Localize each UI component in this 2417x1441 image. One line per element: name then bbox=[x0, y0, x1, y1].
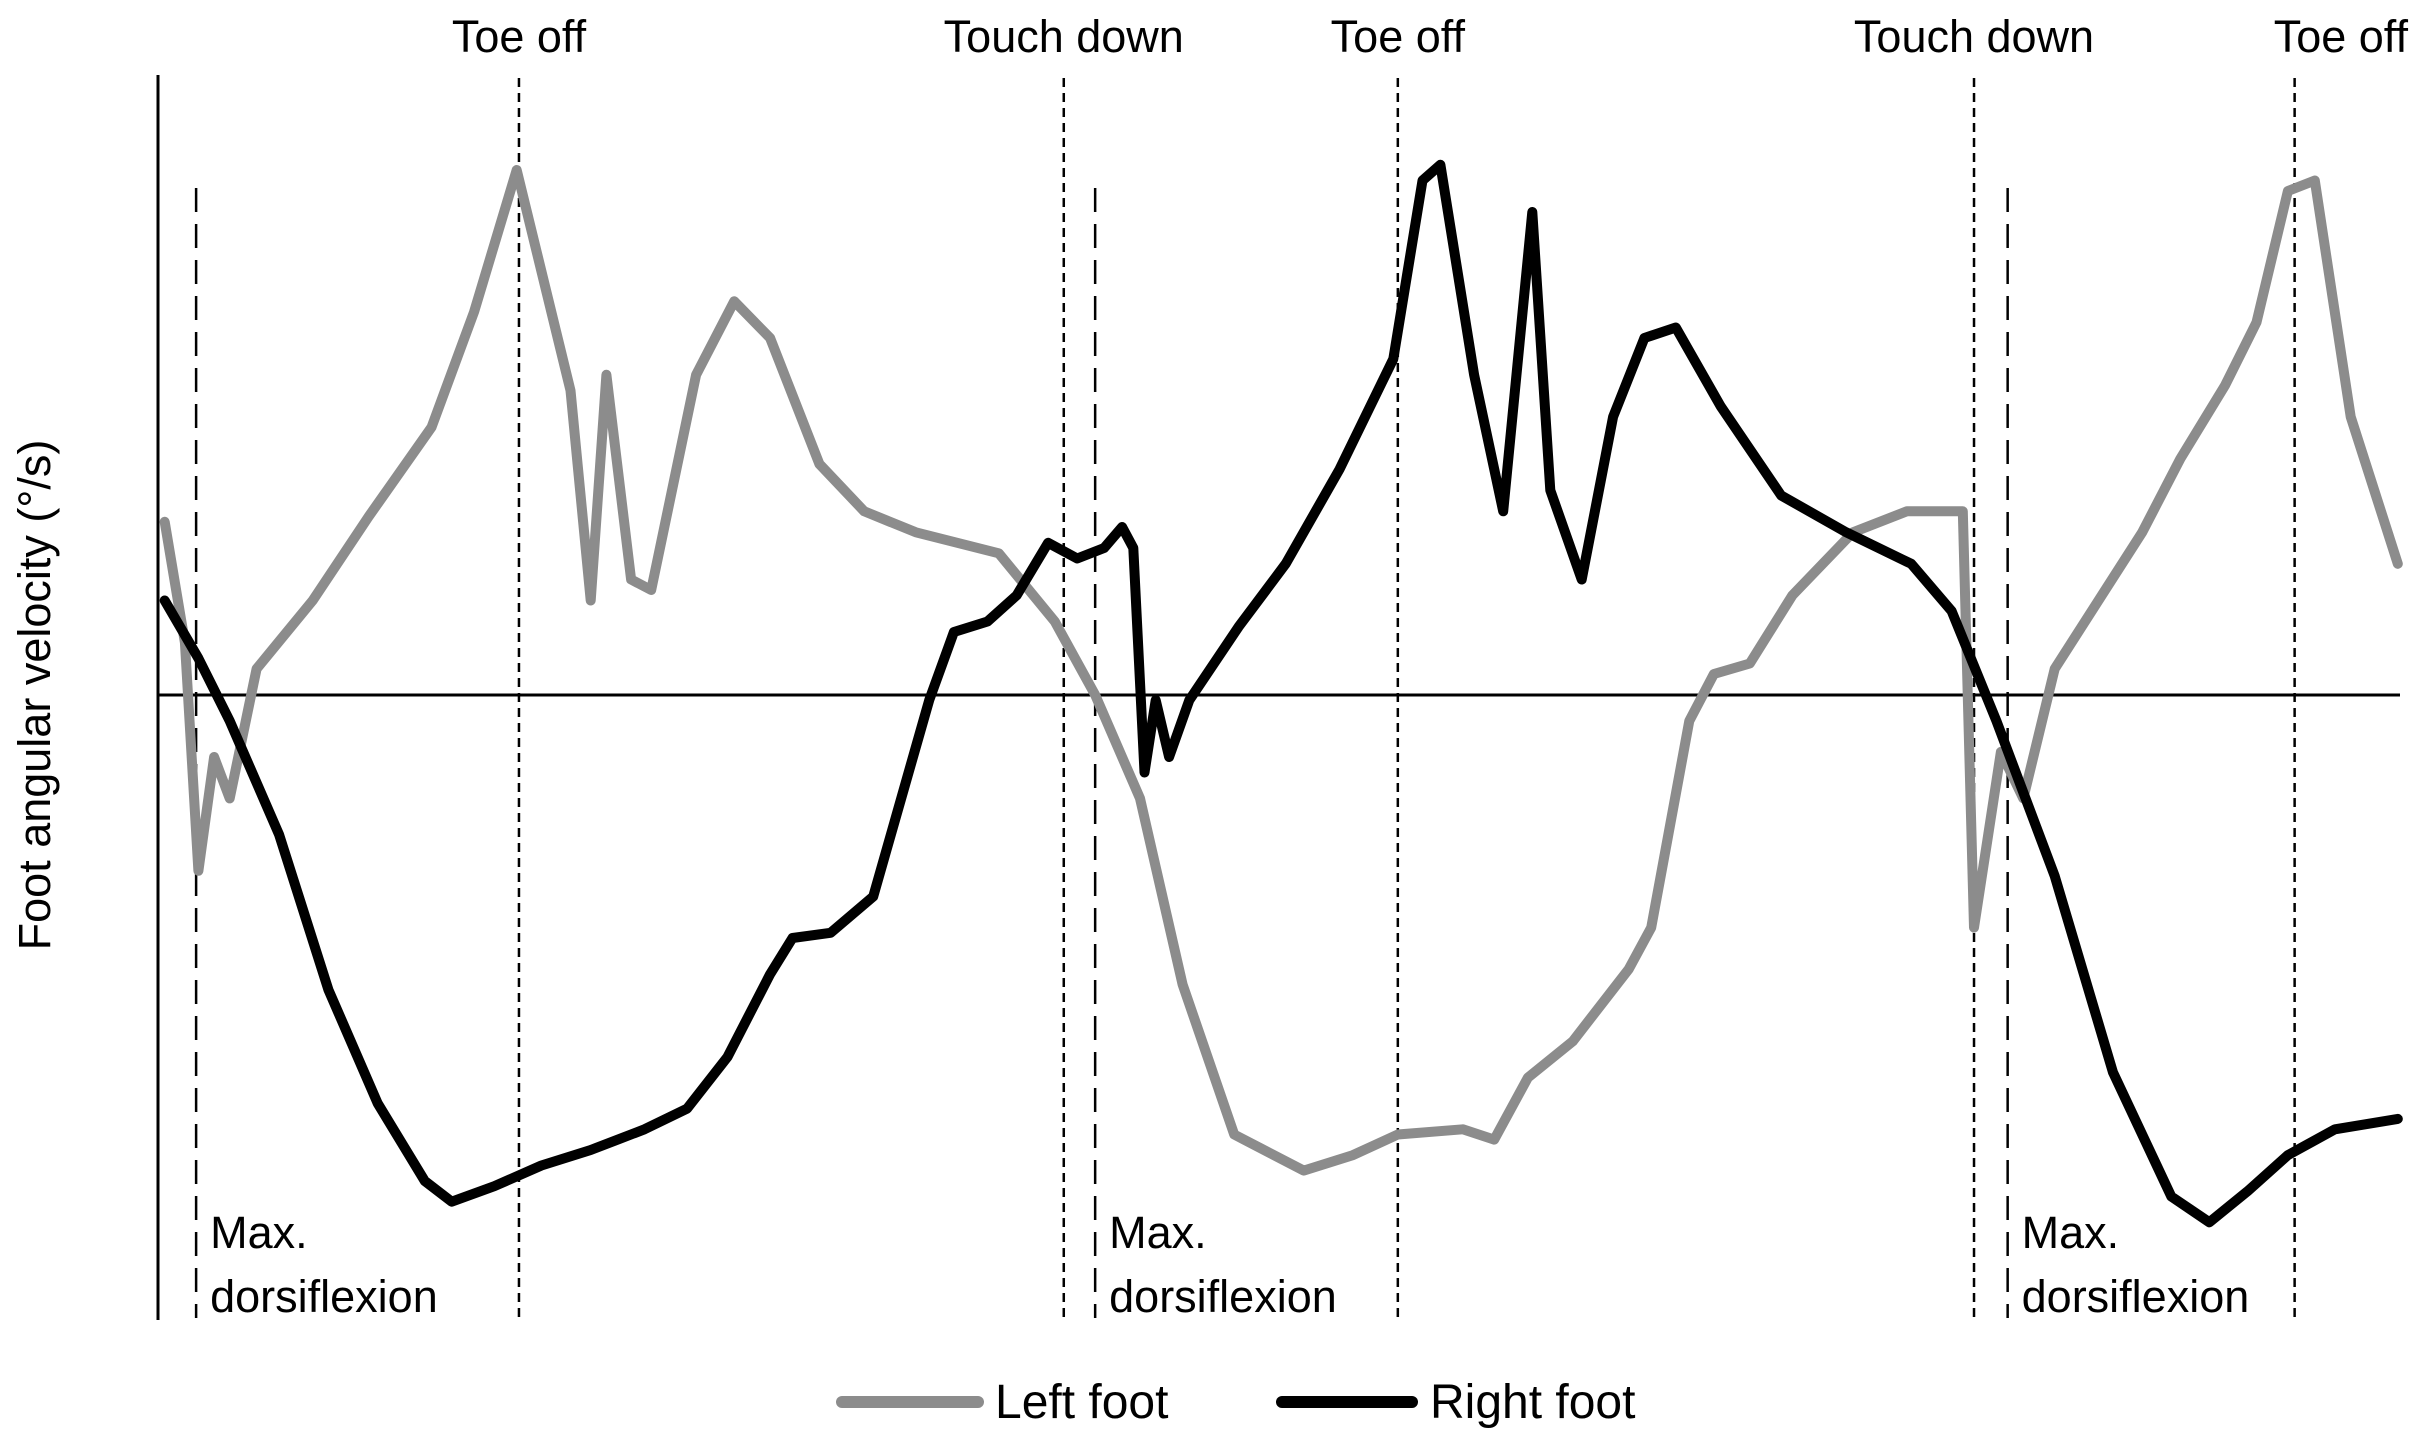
event-markers: Toe off Touch down Toe off Touch down Toe of… bbox=[452, 11, 2409, 1318]
dorsiflexion-label-line1: Max. bbox=[210, 1207, 308, 1258]
dorsiflexion-label-line1: Max. bbox=[2022, 1207, 2120, 1258]
dorsiflexion-label-line2: dorsiflexion bbox=[210, 1271, 438, 1322]
event-label-touch-down: Touch down bbox=[944, 11, 1184, 62]
legend-label-right-foot: Right foot bbox=[1430, 1376, 1635, 1429]
event-label-touch-down: Touch down bbox=[1854, 11, 2094, 62]
dorsiflexion-markers: Max. dorsiflexion Max. dorsiflexion Max. dors… bbox=[194, 188, 2250, 1322]
dorsiflexion-label-line2: dorsiflexion bbox=[1109, 1271, 1337, 1322]
legend: Left foot Right foot bbox=[836, 1376, 1635, 1429]
dorsiflexion-label-line2: dorsiflexion bbox=[2022, 1271, 2250, 1322]
legend-label-left-foot: Left foot bbox=[995, 1376, 1168, 1429]
dorsiflexion-label-line1: Max. bbox=[1109, 1207, 1207, 1258]
series-line-right-foot bbox=[159, 159, 2403, 1228]
y-axis-label: Foot angular velocity (°/s) bbox=[9, 440, 60, 951]
event-label-toe-off: Toe off bbox=[452, 11, 587, 62]
series-lines bbox=[159, 159, 2403, 1228]
event-label-toe-off: Toe off bbox=[2274, 11, 2409, 62]
series-line-left-foot bbox=[159, 165, 2403, 1176]
event-label-toe-off: Toe off bbox=[1331, 11, 1466, 62]
